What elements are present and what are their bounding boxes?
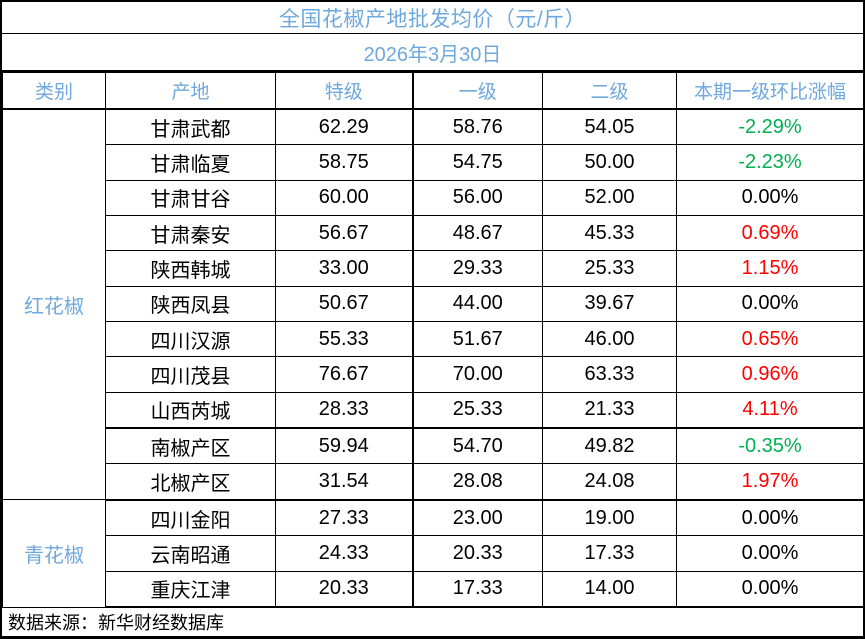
column-header-second-grade: 二级 (542, 72, 677, 110)
price-cell-second: 45.33 (542, 215, 677, 252)
price-cell-first: 44.00 (412, 285, 543, 322)
price-cell-first: 58.76 (412, 108, 543, 146)
origin-cell: 甘肃临夏 (105, 144, 276, 181)
price-cell-special: 20.33 (275, 570, 414, 608)
price-cell-special: 59.94 (275, 427, 414, 465)
price-cell-first: 54.70 (412, 427, 543, 465)
column-header-origin: 产地 (105, 72, 276, 110)
price-cell-second: 25.33 (542, 250, 677, 287)
price-cell-first: 20.33 (412, 535, 543, 572)
price-cell-second: 21.33 (542, 391, 677, 429)
price-table: 类别 产地 特级 一级 二级 本期一级环比涨幅 红花椒 甘肃武都 62.29 5… (2, 72, 864, 608)
table-row: 陕西韩城 33.00 29.33 25.33 1.15% (3, 250, 864, 287)
table-row: 重庆江津 20.33 17.33 14.00 0.00% (3, 570, 864, 608)
origin-cell: 甘肃秦安 (105, 215, 276, 252)
price-cell-special: 76.67 (275, 356, 414, 393)
table-row: 甘肃甘谷 60.00 56.00 52.00 0.00% (3, 179, 864, 217)
change-cell: 0.00% (676, 535, 864, 572)
change-cell: 0.00% (676, 179, 864, 217)
header-row: 类别 产地 特级 一级 二级 本期一级环比涨幅 (2, 72, 864, 110)
price-cell-first: 54.75 (412, 144, 543, 181)
column-header-category: 类别 (2, 72, 106, 110)
table-row: 甘肃秦安 56.67 48.67 45.33 0.69% (3, 215, 864, 252)
price-cell-special: 28.33 (275, 391, 414, 429)
price-cell-special: 60.00 (275, 179, 414, 217)
price-cell-special: 58.75 (275, 144, 414, 181)
origin-cell: 山西芮城 (105, 391, 276, 429)
origin-cell: 甘肃甘谷 (105, 179, 276, 217)
origin-cell: 南椒产区 (105, 427, 276, 465)
price-cell-first: 28.08 (412, 463, 543, 501)
change-cell: 0.96% (676, 356, 864, 393)
column-header-first-grade: 一级 (412, 72, 543, 110)
table-row: 青花椒 四川金阳 27.33 23.00 19.00 0.00% (2, 499, 864, 608)
origin-cell: 陕西韩城 (105, 250, 276, 287)
change-cell: -2.29% (676, 108, 864, 146)
change-cell: 0.00% (676, 499, 864, 537)
table-row: 陕西凤县 50.67 44.00 39.67 0.00% (3, 285, 864, 322)
change-cell: -0.35% (676, 427, 864, 465)
origin-cell: 北椒产区 (105, 463, 276, 501)
price-cell-special: 50.67 (275, 285, 414, 322)
origin-cell: 云南昭通 (105, 535, 276, 572)
price-cell-special: 56.67 (275, 215, 414, 252)
change-cell: 0.69% (676, 215, 864, 252)
price-cell-special: 55.33 (275, 320, 414, 358)
price-cell-second: 14.00 (542, 570, 677, 608)
price-cell-second: 63.33 (542, 356, 677, 393)
price-cell-special: 27.33 (275, 499, 414, 537)
change-cell: 0.00% (676, 570, 864, 608)
table-row: 南椒产区 59.94 54.70 49.82 -0.35% (3, 427, 864, 465)
origin-cell: 四川金阳 (105, 499, 276, 537)
price-cell-second: 24.08 (542, 463, 677, 501)
category-cell-green-pepper: 青花椒 (2, 499, 106, 608)
price-cell-second: 49.82 (542, 427, 677, 465)
price-cell-first: 17.33 (412, 570, 543, 608)
price-cell-second: 54.05 (542, 108, 677, 146)
price-cell-second: 50.00 (542, 144, 677, 181)
origin-cell: 重庆江津 (105, 570, 276, 608)
price-cell-second: 39.67 (542, 285, 677, 322)
change-cell: 1.97% (676, 463, 864, 501)
price-cell-second: 46.00 (542, 320, 677, 358)
table-row: 甘肃临夏 58.75 54.75 50.00 -2.23% (3, 144, 864, 181)
column-header-special-grade: 特级 (275, 72, 414, 110)
column-header-change: 本期一级环比涨幅 (676, 72, 864, 110)
price-cell-special: 62.29 (275, 108, 414, 146)
price-cell-first: 48.67 (412, 215, 543, 252)
report-date: 2026年3月30日 (2, 34, 863, 72)
table-row: 红花椒 甘肃武都 62.29 58.76 54.05 -2.29% (2, 108, 864, 501)
price-cell-special: 24.33 (275, 535, 414, 572)
category-cell-red-pepper: 红花椒 (2, 108, 106, 501)
change-cell: 1.15% (676, 250, 864, 287)
price-cell-second: 52.00 (542, 179, 677, 217)
price-cell-first: 23.00 (412, 499, 543, 537)
change-cell: 4.11% (676, 391, 864, 429)
price-cell-first: 51.67 (412, 320, 543, 358)
price-cell-first: 29.33 (412, 250, 543, 287)
change-cell: 0.65% (676, 320, 864, 358)
price-cell-first: 70.00 (412, 356, 543, 393)
price-cell-special: 31.54 (275, 463, 414, 501)
origin-cell: 四川茂县 (105, 356, 276, 393)
origin-cell: 陕西凤县 (105, 285, 276, 322)
origin-cell: 甘肃武都 (105, 108, 276, 146)
change-cell: -2.23% (676, 144, 864, 181)
table-row: 四川茂县 76.67 70.00 63.33 0.96% (3, 356, 864, 393)
table-row: 云南昭通 24.33 20.33 17.33 0.00% (3, 535, 864, 572)
page-title: 全国花椒产地批发均价（元/斤） (2, 2, 863, 34)
origin-cell: 四川汉源 (105, 320, 276, 358)
table-row: 四川汉源 55.33 51.67 46.00 0.65% (3, 320, 864, 358)
data-source-note: 数据来源：新华财经数据库 (8, 613, 224, 633)
price-cell-special: 33.00 (275, 250, 414, 287)
price-cell-first: 25.33 (412, 391, 543, 429)
price-cell-second: 19.00 (542, 499, 677, 537)
table-row: 山西芮城 28.33 25.33 21.33 4.11% (3, 391, 864, 429)
change-cell: 0.00% (676, 285, 864, 322)
price-cell-first: 56.00 (412, 179, 543, 217)
price-cell-second: 17.33 (542, 535, 677, 572)
table-row: 北椒产区 31.54 28.08 24.08 1.97% (3, 463, 864, 501)
